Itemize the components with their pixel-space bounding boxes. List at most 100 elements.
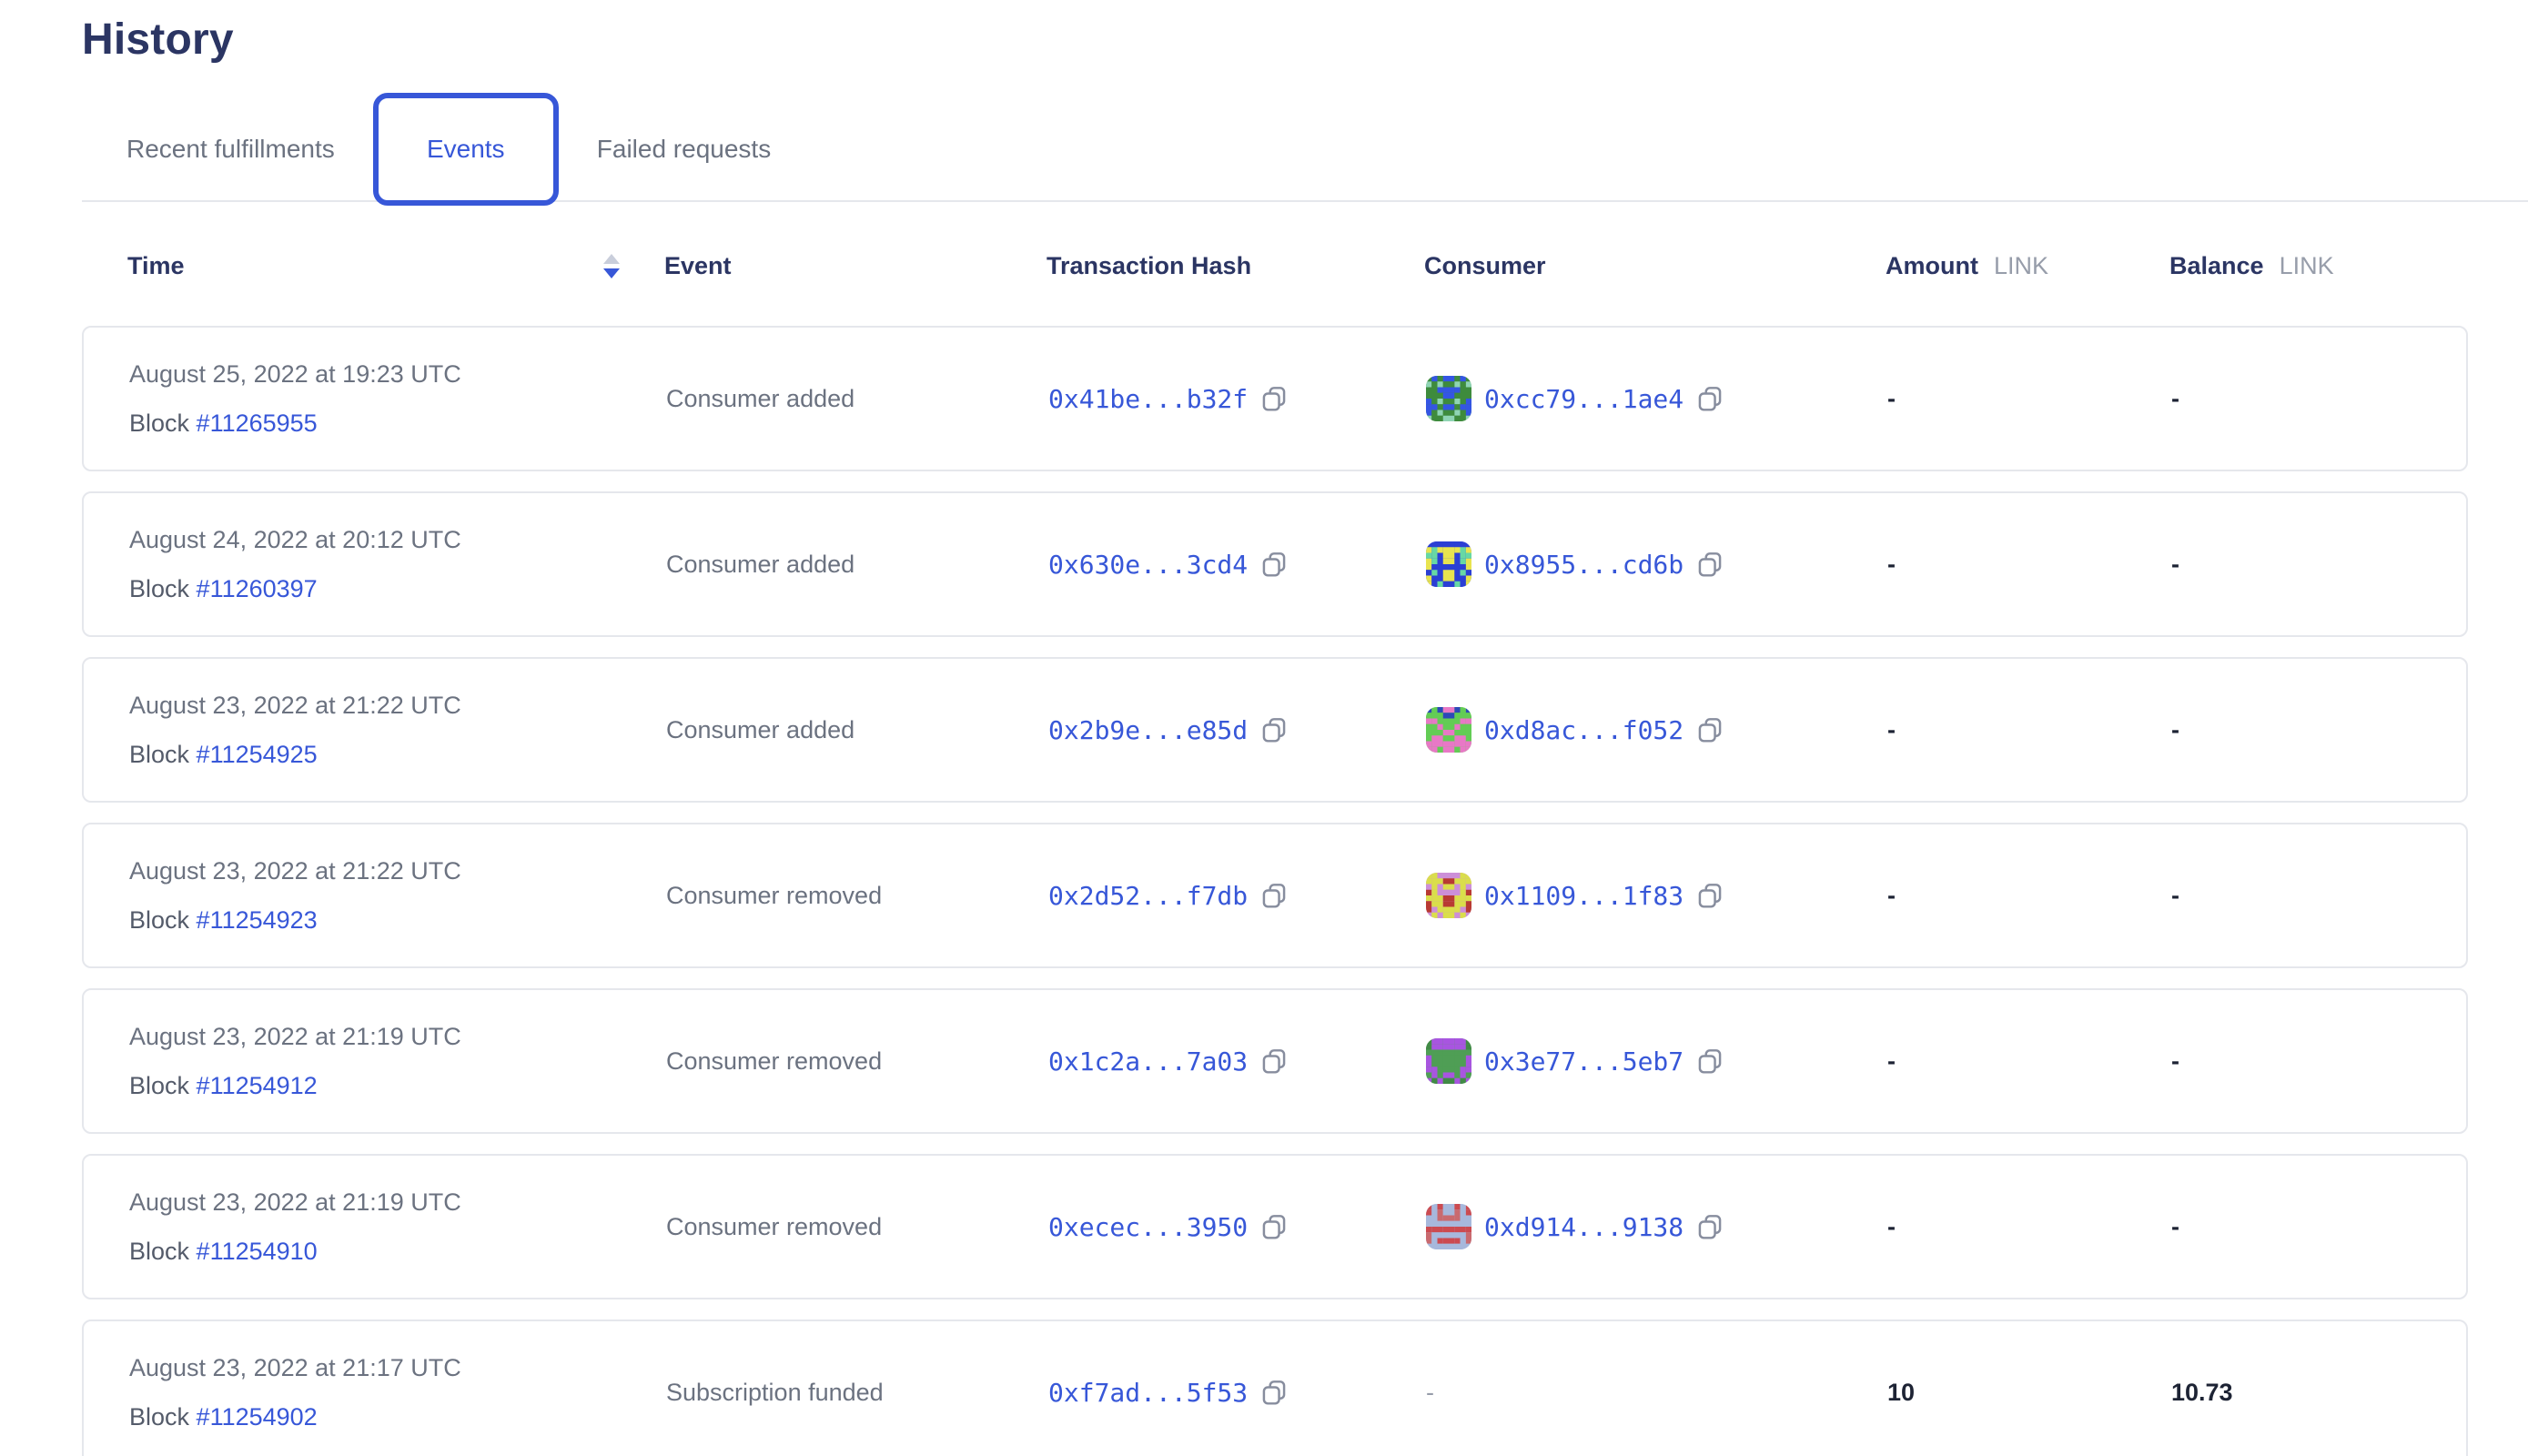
block-number-link[interactable]: #11254925 — [196, 741, 318, 768]
sort-icon[interactable] — [603, 253, 620, 278]
row-event: Consumer added — [666, 550, 855, 578]
block-number-link[interactable]: #11260397 — [196, 575, 318, 602]
table-row: August 23, 2022 at 21:17 UTC Block #1125… — [82, 1320, 2468, 1456]
copy-icon[interactable] — [1260, 715, 1288, 744]
block-number-link[interactable]: #11254910 — [196, 1238, 318, 1265]
copy-icon-glyph — [1262, 387, 1286, 411]
copy-icon[interactable] — [1260, 384, 1288, 413]
copy-icon[interactable] — [1696, 881, 1724, 910]
copy-icon[interactable] — [1696, 1046, 1724, 1076]
transaction-hash-link[interactable]: 0xf7ad...5f53 — [1048, 1377, 1249, 1408]
transaction-hash-link[interactable]: 0xecec...3950 — [1048, 1211, 1249, 1242]
copy-icon-glyph — [1698, 1049, 1722, 1074]
row-amount: - — [1887, 715, 1896, 743]
consumer-address-link[interactable]: 0x1109...1f83 — [1484, 880, 1684, 911]
copy-icon[interactable] — [1696, 715, 1724, 744]
col-header-amount: Amount — [1886, 251, 1978, 279]
row-balance: - — [2171, 1212, 2179, 1240]
col-header-event: Event — [664, 251, 732, 279]
copy-icon-glyph — [1262, 718, 1286, 743]
consumer-address-link[interactable]: 0xd8ac...f052 — [1484, 714, 1684, 745]
transaction-hash-link[interactable]: 0x2b9e...e85d — [1048, 714, 1249, 745]
row-amount: - — [1887, 1046, 1896, 1075]
consumer-address-link[interactable]: 0x8955...cd6b — [1484, 549, 1684, 580]
tab-events[interactable]: Events — [372, 93, 559, 206]
row-event: Consumer added — [666, 715, 855, 743]
copy-icon-glyph — [1262, 1215, 1286, 1239]
row-balance: - — [2171, 1046, 2179, 1075]
row-balance: - — [2171, 384, 2179, 412]
row-balance: 10.73 — [2171, 1378, 2233, 1406]
row-event: Consumer removed — [666, 881, 883, 909]
block-number-link[interactable]: #11254923 — [196, 906, 318, 934]
row-timestamp: August 23, 2022 at 21:19 UTC — [129, 1188, 461, 1216]
block-number-link[interactable]: #11254902 — [196, 1403, 318, 1431]
transaction-hash-link[interactable]: 0x1c2a...7a03 — [1048, 1046, 1249, 1077]
amount-unit-label: LINK — [1993, 251, 2049, 279]
consumer-address-link[interactable]: 0xd914...9138 — [1484, 1211, 1684, 1242]
block-number-link[interactable]: #11265955 — [196, 410, 318, 437]
row-amount: - — [1887, 384, 1896, 412]
block-label: Block — [129, 410, 190, 437]
row-balance: - — [2171, 715, 2179, 743]
transaction-hash-link[interactable]: 0x2d52...f7db — [1048, 880, 1249, 911]
copy-icon-glyph — [1698, 1215, 1722, 1239]
copy-icon[interactable] — [1696, 550, 1724, 579]
consumer-identicon — [1426, 873, 1471, 918]
copy-icon[interactable] — [1696, 384, 1724, 413]
row-timestamp: August 23, 2022 at 21:22 UTC — [129, 857, 461, 885]
block-label: Block — [129, 575, 190, 602]
col-header-transaction-hash: Transaction Hash — [1047, 251, 1252, 279]
row-timestamp: August 23, 2022 at 21:19 UTC — [129, 1023, 461, 1050]
copy-icon[interactable] — [1260, 550, 1288, 579]
sort-desc-icon — [603, 268, 620, 278]
copy-icon-glyph — [1698, 387, 1722, 411]
row-amount: - — [1887, 1212, 1896, 1240]
table-row: August 23, 2022 at 21:22 UTC Block #1125… — [82, 657, 2468, 803]
block-label: Block — [129, 1238, 190, 1265]
copy-icon[interactable] — [1260, 1212, 1288, 1241]
copy-icon-glyph — [1262, 1380, 1286, 1405]
tab-recent-fulfillments[interactable]: Recent fulfillments — [126, 135, 335, 163]
table-row: August 23, 2022 at 21:19 UTC Block #1125… — [82, 1154, 2468, 1299]
col-header-time[interactable]: Time — [127, 251, 185, 279]
copy-icon-glyph — [1262, 1049, 1286, 1074]
copy-icon-glyph — [1262, 552, 1286, 577]
balance-unit-label: LINK — [2279, 251, 2334, 279]
copy-icon[interactable] — [1696, 1212, 1724, 1241]
copy-icon[interactable] — [1260, 1378, 1288, 1407]
consumer-address-link[interactable]: 0x3e77...5eb7 — [1484, 1046, 1684, 1077]
page-title: History — [82, 15, 234, 64]
copy-icon[interactable] — [1260, 1046, 1288, 1076]
row-event: Consumer removed — [666, 1046, 883, 1075]
table-row: August 24, 2022 at 20:12 UTC Block #1126… — [82, 491, 2468, 637]
consumer-identicon — [1426, 1038, 1471, 1084]
copy-icon-glyph — [1698, 718, 1722, 743]
sort-asc-icon — [603, 253, 620, 264]
table-header: Time Event Transaction Hash Consumer Amo… — [82, 206, 2468, 326]
row-event: Subscription funded — [666, 1378, 884, 1406]
row-event: Consumer added — [666, 384, 855, 412]
copy-icon-glyph — [1698, 552, 1722, 577]
block-label: Block — [129, 906, 190, 934]
history-page: History Recent fulfillments Events Faile… — [0, 15, 2528, 1456]
consumer-identicon — [1426, 376, 1471, 421]
tab-failed-requests[interactable]: Failed requests — [596, 135, 772, 163]
transaction-hash-link[interactable]: 0x41be...b32f — [1048, 383, 1249, 414]
col-header-balance: Balance — [2169, 251, 2264, 279]
consumer-empty-value: - — [1426, 1378, 1434, 1406]
table-row: August 25, 2022 at 19:23 UTC Block #1126… — [82, 326, 2468, 471]
block-number-link[interactable]: #11254912 — [196, 1072, 318, 1099]
row-balance: - — [2171, 881, 2179, 909]
row-event: Consumer removed — [666, 1212, 883, 1240]
block-label: Block — [129, 741, 190, 768]
copy-icon[interactable] — [1260, 881, 1288, 910]
consumer-identicon — [1426, 707, 1471, 753]
consumer-address-link[interactable]: 0xcc79...1ae4 — [1484, 383, 1684, 414]
row-amount: - — [1887, 550, 1896, 578]
transaction-hash-link[interactable]: 0x630e...3cd4 — [1048, 549, 1249, 580]
block-label: Block — [129, 1072, 190, 1099]
row-timestamp: August 25, 2022 at 19:23 UTC — [129, 360, 461, 388]
row-timestamp: August 24, 2022 at 20:12 UTC — [129, 526, 461, 553]
row-timestamp: August 23, 2022 at 21:17 UTC — [129, 1354, 461, 1381]
